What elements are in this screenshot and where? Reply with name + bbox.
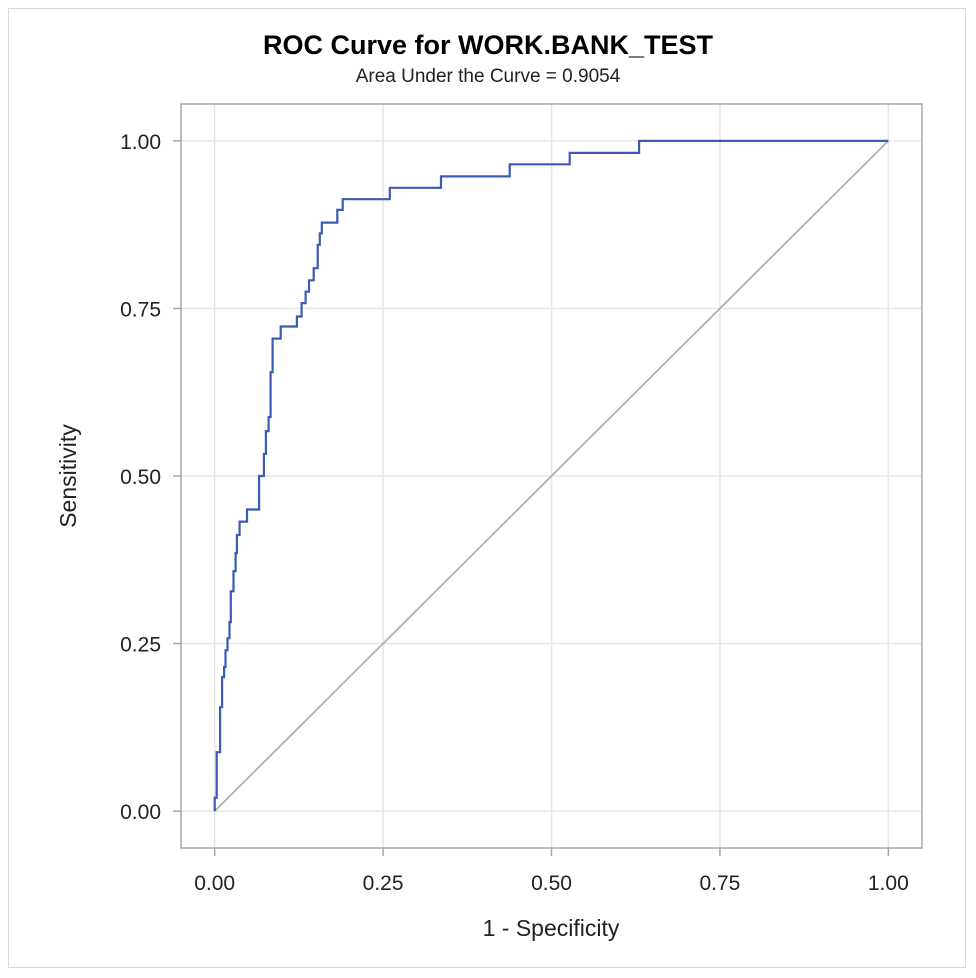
y-axis-label: Sensitivity xyxy=(55,424,81,528)
chart-subtitle: Area Under the Curve = 0.9054 xyxy=(355,66,621,87)
x-tick-label-0: 0.00 xyxy=(194,872,235,895)
reference-diagonal-line xyxy=(214,140,889,812)
y-tick-label-3: 0.75 xyxy=(120,298,161,321)
x-tick-label-4: 1.00 xyxy=(868,872,909,895)
y-tick-label-1: 0.25 xyxy=(120,634,161,657)
chart-frame xyxy=(8,8,966,968)
y-tick-label-4: 1.00 xyxy=(120,131,161,154)
series-layer xyxy=(213,139,889,812)
y-tick-label-0: 0.00 xyxy=(120,801,161,824)
x-tick-label-2: 0.50 xyxy=(531,872,572,895)
x-tick-label-1: 0.25 xyxy=(363,872,404,895)
y-tick-label-2: 0.50 xyxy=(120,466,161,489)
axis-layer: 0.00 0.25 0.50 0.75 1.00 0.00 0.25 0.50 0.75 1.00 xyxy=(120,103,923,895)
chart-title: ROC Curve for WORK.BANK_TEST xyxy=(262,30,714,60)
roc-curve-line xyxy=(213,139,889,812)
x-axis-label: 1 - Specificity xyxy=(483,915,620,941)
x-tick-label-3: 0.75 xyxy=(699,872,740,895)
